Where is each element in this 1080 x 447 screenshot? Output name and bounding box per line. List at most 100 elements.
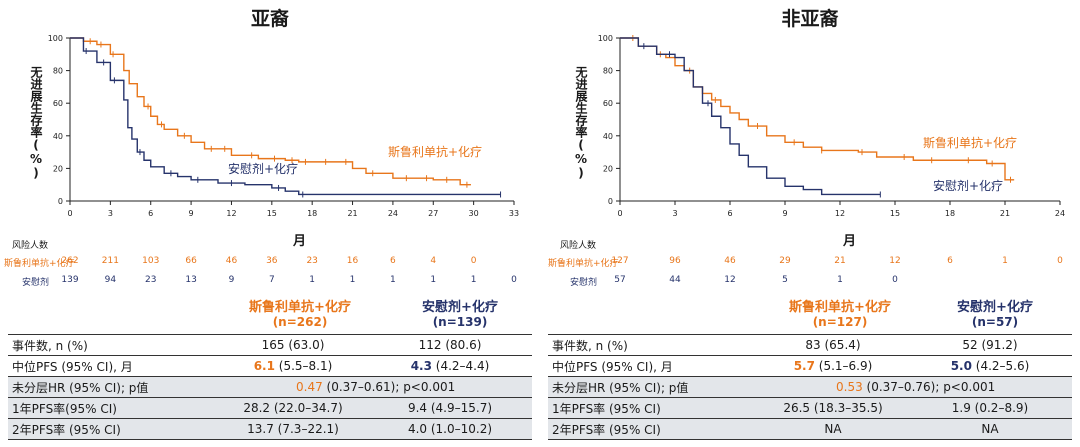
x-tick-label: 24	[1055, 209, 1065, 218]
risk-number: 6	[947, 256, 953, 266]
table-row: 事件数, n (%) 83 (65.4) 52 (91.2)	[548, 334, 1072, 356]
x-tick-label: 0	[67, 209, 72, 218]
x-tick-label: 15	[890, 209, 900, 218]
x-tick-label: 18	[307, 209, 317, 218]
risk-row-label-placebo: 安慰剂	[570, 278, 598, 288]
risk-number: 1	[1002, 256, 1008, 266]
risk-number: 103	[142, 256, 160, 266]
table-row: 事件数, n (%) 165 (63.0) 112 (80.6)	[8, 334, 532, 356]
km-plot: 0 3 6 9 12 15 18 21 24 27 30 33 0 20 40 60 80 100 斯鲁利单抗+化疗…	[48, 34, 519, 218]
table-row: 未分层HR (95% CI); p值 0.47 (0.37–0.61); p<0.…	[8, 376, 532, 398]
x-tick-label: 6	[148, 209, 153, 218]
risk-number: 1	[390, 275, 396, 285]
y-axis-label: 无进展生存率(%)	[29, 66, 43, 180]
risk-number: 1	[309, 275, 316, 285]
risk-number: 12	[889, 256, 901, 266]
x-tick-label: 9	[189, 209, 194, 218]
series-label: 安慰剂+化疗	[228, 161, 298, 176]
y-tick-label: 60	[53, 99, 63, 108]
x-tick-label: 9	[782, 209, 787, 218]
risk-row-label-treatment: 斯鲁利单抗+化疗	[4, 259, 75, 269]
risk-number: 13	[185, 275, 197, 285]
y-tick-label: 0	[608, 197, 613, 206]
risk-table-title: 风险人数	[12, 241, 49, 251]
risk-number: 36	[266, 256, 278, 266]
chart-title: 非亚裔	[781, 8, 839, 30]
x-tick-label: 24	[388, 209, 398, 218]
column-header-placebo: 安慰剂+化疗 (n=57)	[957, 300, 1033, 329]
x-tick-label: 12	[835, 209, 845, 218]
y-tick-label: 20	[603, 164, 613, 173]
risk-number: 1	[349, 275, 356, 285]
y-tick-label: 0	[58, 197, 63, 206]
x-tick-label: 0	[617, 209, 622, 218]
non-asian-panel: 非亚裔 无进展生存率(%) 月 0 3 6 9 12 15 18 21 24 0 20 40 60 80 1…	[540, 0, 1080, 447]
x-axis-label: 月	[293, 234, 307, 249]
x-tick-label: 3	[672, 209, 677, 218]
risk-number: 262	[61, 256, 79, 266]
risk-number: 7	[268, 275, 275, 285]
table-row: 2年PFS率 (95% CI) NA NA	[548, 418, 1072, 440]
risk-number: 0	[892, 275, 898, 285]
risk-number: 0	[1057, 256, 1063, 266]
x-tick-label: 15	[267, 209, 277, 218]
x-tick-label: 21	[1000, 209, 1010, 218]
y-tick-label: 60	[603, 99, 613, 108]
y-tick-label: 40	[53, 132, 63, 141]
x-tick-label: 21	[347, 209, 357, 218]
risk-number: 16	[346, 256, 359, 266]
y-axis-label: 无进展生存率(%)	[574, 66, 588, 180]
x-tick-label: 30	[469, 209, 479, 218]
series-line	[620, 37, 881, 196]
table-row: 未分层HR (95% CI); p值 0.53 (0.37–0.76); p<0.…	[548, 376, 1072, 398]
series-label: 斯鲁利单抗+化疗	[388, 144, 482, 159]
risk-number: 44	[669, 275, 681, 285]
x-axis-label: 月	[843, 234, 857, 249]
table-row: 1年PFS率 (95% CI) 26.5 (18.3–35.5) 1.9 (0.2–…	[548, 397, 1072, 419]
risk-number: 23	[306, 256, 318, 266]
x-tick-label: 6	[727, 209, 732, 218]
stats-table: 事件数, n (%) 83 (65.4) 52 (91.2) 中位PFS (95% …	[548, 334, 1072, 440]
column-header-treatment: 斯鲁利单抗+化疗 (n=127)	[789, 300, 891, 329]
risk-number: 139	[61, 275, 79, 285]
table-row: 2年PFS率 (95% CI) 13.7 (7.3–22.1) 4.0 (1.0–1…	[8, 418, 532, 440]
risk-number: 4	[430, 256, 437, 266]
risk-number: 1	[430, 275, 437, 285]
risk-number: 0	[470, 256, 477, 266]
risk-table-title: 风险人数	[560, 241, 597, 251]
x-tick-label: 33	[509, 209, 519, 218]
risk-number: 211	[101, 256, 119, 266]
series-line	[70, 37, 501, 196]
risk-number: 46	[225, 256, 238, 266]
risk-number: 23	[144, 275, 157, 285]
column-header-placebo: 安慰剂+化疗 (n=139)	[422, 300, 498, 329]
risk-number: 57	[614, 275, 626, 285]
risk-number: 21	[834, 256, 846, 266]
series-line	[620, 37, 1015, 181]
y-tick-label: 20	[53, 164, 63, 173]
risk-row-label-treatment: 斯鲁利单抗+化疗	[548, 259, 619, 269]
chart-title: 亚裔	[250, 8, 289, 30]
x-tick-label: 27	[428, 209, 438, 218]
risk-number: 96	[669, 256, 681, 266]
risk-row-label-placebo: 安慰剂	[22, 278, 50, 288]
series-label: 斯鲁利单抗+化疗	[923, 135, 1017, 150]
risk-number: 29	[779, 256, 791, 266]
table-row: 1年PFS率(95% CI) 28.2 (22.0–34.7) 9.4 (4.9–1…	[8, 397, 532, 419]
y-tick-label: 80	[53, 67, 63, 76]
y-tick-label: 40	[603, 132, 613, 141]
risk-number: 46	[724, 256, 736, 266]
y-tick-label: 100	[48, 34, 63, 43]
risk-number: 127	[611, 256, 629, 266]
risk-number: 9	[228, 275, 235, 285]
risk-number: 12	[724, 275, 736, 285]
risk-number: 94	[104, 275, 117, 285]
risk-number: 0	[511, 275, 517, 285]
column-header-treatment: 斯鲁利单抗+化疗 (n=262)	[249, 300, 351, 329]
y-tick-label: 100	[598, 34, 613, 43]
y-tick-label: 80	[603, 67, 613, 76]
asian-panel: 亚裔 无进展生存率(%) 月 0 3 6 9 12 15 18 21 24 27 30 33 0 20 40…	[4, 8, 532, 440]
risk-number: 66	[185, 256, 197, 266]
x-tick-label: 3	[108, 209, 113, 218]
